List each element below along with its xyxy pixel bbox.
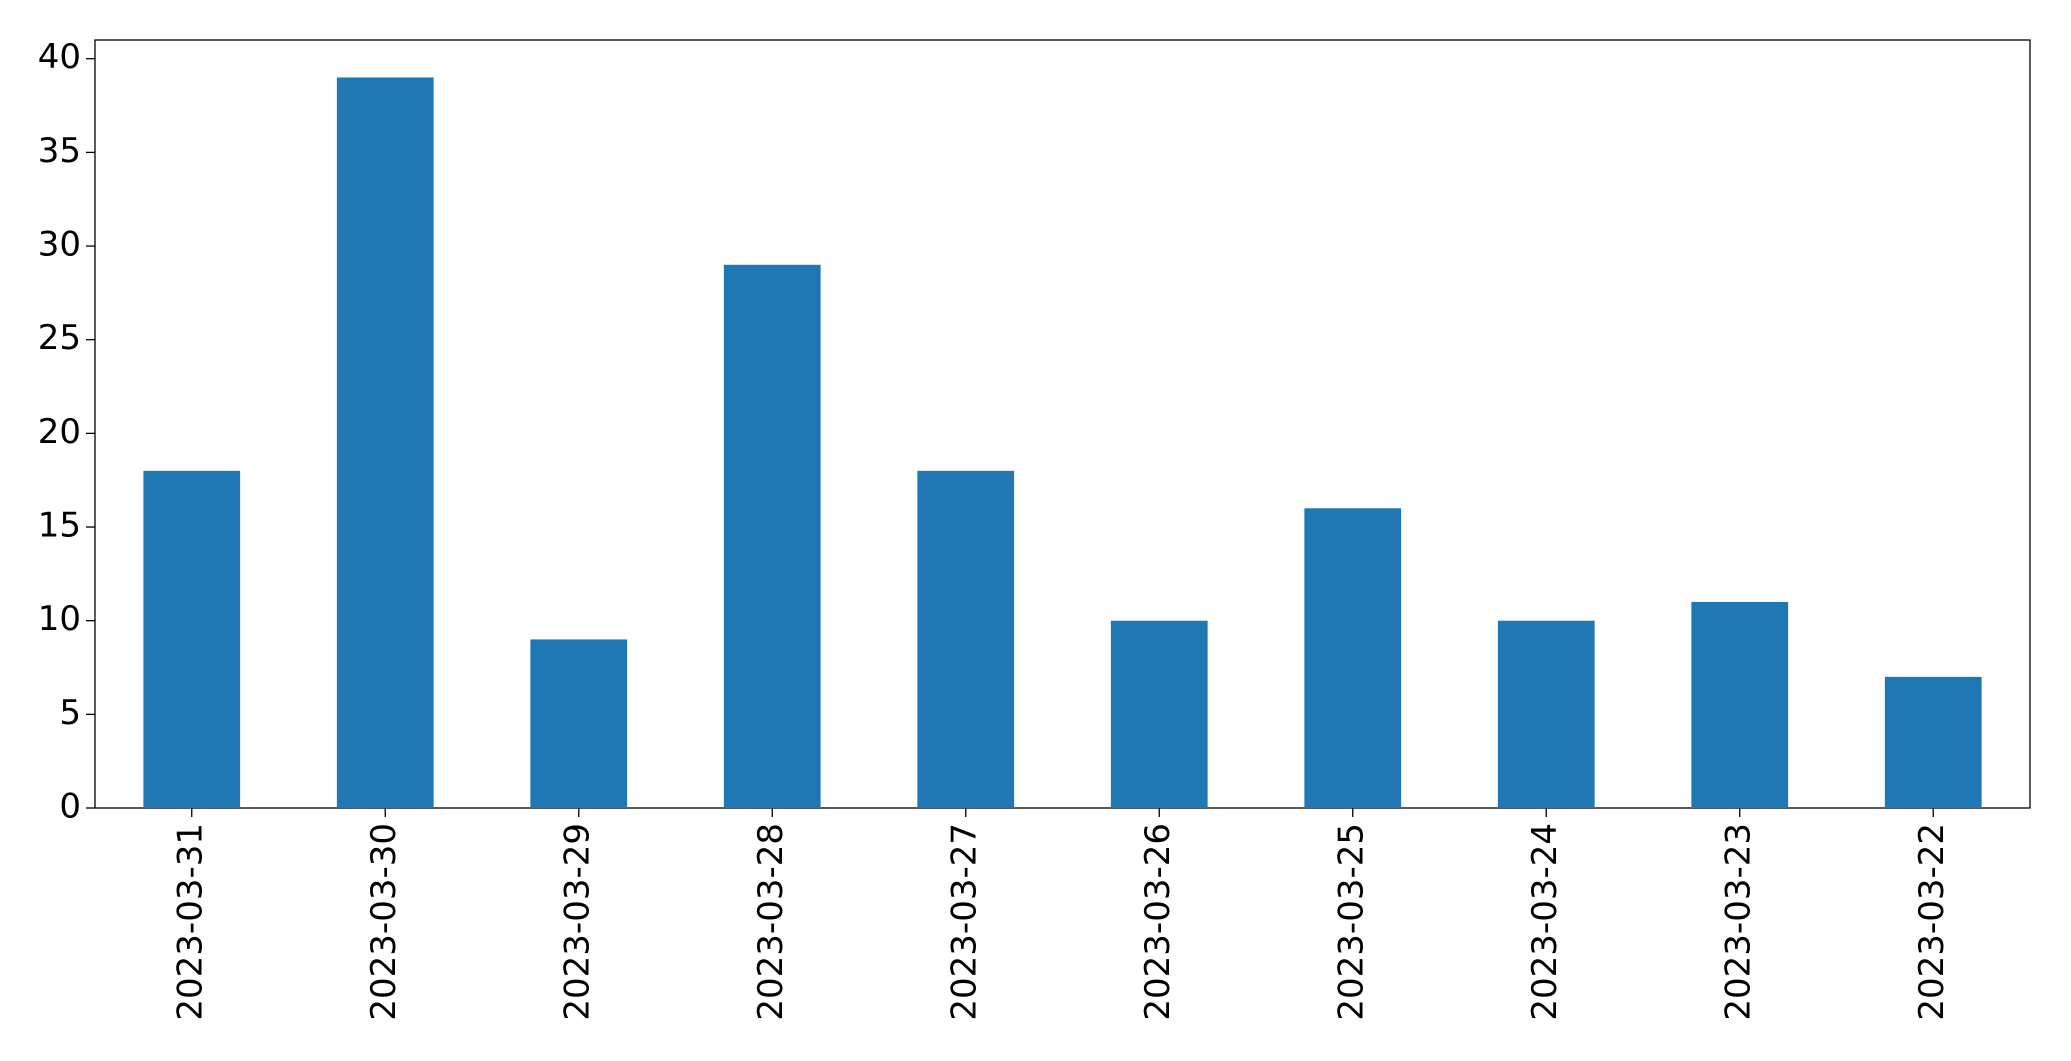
y-tick-label: 40 xyxy=(38,37,81,77)
y-tick-label: 15 xyxy=(38,506,81,546)
bar xyxy=(1884,676,1982,808)
x-tick-label: 2023-03-27 xyxy=(944,823,984,1021)
x-tick-label: 2023-03-29 xyxy=(557,823,597,1021)
bar xyxy=(1691,601,1789,808)
y-tick-label: 5 xyxy=(59,693,81,733)
bar xyxy=(1304,508,1402,808)
x-tick-label: 2023-03-31 xyxy=(170,823,210,1021)
y-tick-label: 20 xyxy=(38,412,81,452)
bar xyxy=(530,639,628,808)
bar xyxy=(1110,620,1208,808)
y-tick-label: 0 xyxy=(59,787,81,827)
x-tick-label: 2023-03-25 xyxy=(1331,823,1371,1021)
bar xyxy=(917,470,1015,808)
bar xyxy=(723,264,821,808)
y-tick-label: 25 xyxy=(38,318,81,358)
bar xyxy=(1497,620,1595,808)
x-tick-label: 2023-03-28 xyxy=(751,823,791,1021)
plot-frame xyxy=(94,39,2031,809)
y-tick-label: 35 xyxy=(38,131,81,171)
y-tick-label: 10 xyxy=(38,599,81,639)
bar xyxy=(336,77,434,808)
bar xyxy=(143,470,241,808)
x-tick-label: 2023-03-23 xyxy=(1718,823,1758,1021)
x-tick-label: 2023-03-22 xyxy=(1912,823,1952,1021)
x-tick-label: 2023-03-24 xyxy=(1525,823,1565,1021)
x-tick-label: 2023-03-30 xyxy=(364,823,404,1021)
x-tick-label: 2023-03-26 xyxy=(1138,823,1178,1021)
y-tick-label: 30 xyxy=(38,225,81,265)
